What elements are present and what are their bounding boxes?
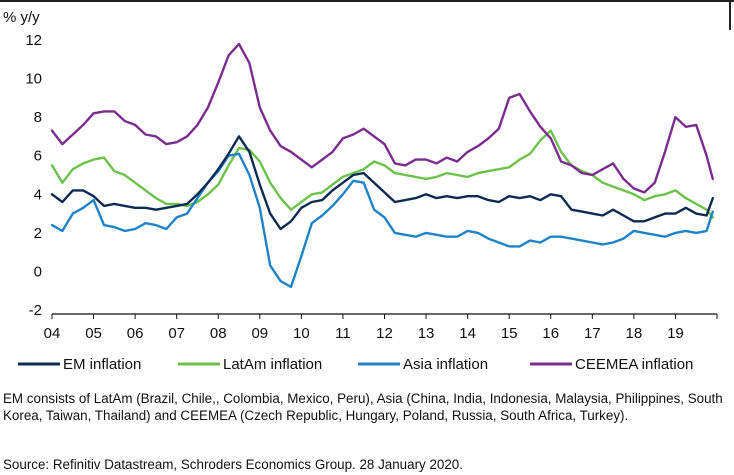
x-tick-label: 18	[626, 325, 643, 342]
legend: EM inflation LatAm inflation Asia inflatio…	[18, 356, 693, 373]
x-tick-label: 10	[293, 325, 310, 342]
y-tick-label: 2	[34, 225, 42, 242]
x-tick-label: 11	[335, 325, 351, 342]
x-tick-label: 17	[584, 325, 601, 342]
series-line-asia-inflation	[50, 152, 714, 289]
x-tick-label: 06	[127, 325, 144, 342]
x-tick-label: 04	[44, 325, 61, 342]
y-tick-label: -2	[29, 302, 42, 319]
y-tick-label: 8	[34, 109, 42, 126]
y-tick-label: 0	[34, 263, 42, 280]
right-border-line	[729, 0, 731, 30]
x-tick-label: 13	[418, 325, 435, 342]
x-tick-label: 15	[501, 325, 518, 342]
x-tick-label: 08	[210, 325, 227, 342]
y-axis-ticks: 12 10 8 6 4 2 0 -2	[25, 32, 42, 319]
x-tick-label: 12	[376, 325, 393, 342]
y-tick-label: 6	[34, 148, 42, 165]
series-line-latam-inflation	[50, 129, 714, 219]
top-border-line	[0, 0, 734, 2]
inflation-line-chart: % y/y 12 10 8 6 4 2 0 -2 04 05 06 07 08 09 10 11 12 13 14…	[3, 9, 718, 373]
legend-label: EM inflation	[63, 356, 141, 373]
y-axis-unit-label: % y/y	[3, 9, 40, 26]
legend-label: CEEMEA inflation	[575, 356, 693, 373]
y-tick-label: 10	[25, 71, 42, 88]
y-tick-label: 4	[34, 186, 42, 203]
x-tick-label: 14	[459, 325, 476, 342]
x-axis-ticks: 04 05 06 07 08 09 10 11 12 13 14 15 16 17 18 19	[44, 314, 718, 342]
footnote-text: EM consists of LatAm (Brazil, Chile,, Co…	[3, 391, 723, 423]
x-tick-label: 05	[85, 325, 102, 342]
y-tick-label: 12	[25, 32, 42, 49]
x-tick-label: 16	[542, 325, 559, 342]
x-tick-label: 09	[251, 325, 268, 342]
source-text: Source: Refinitiv Datastream, Schroders …	[3, 457, 463, 472]
legend-label: LatAm inflation	[223, 356, 322, 373]
series-lines	[50, 42, 714, 289]
legend-label: Asia inflation	[403, 356, 488, 373]
x-tick-label: 19	[667, 325, 684, 342]
x-tick-label: 07	[168, 325, 185, 342]
series-line-em-inflation	[50, 135, 714, 231]
series-line-ceemea-inflation	[50, 42, 714, 194]
